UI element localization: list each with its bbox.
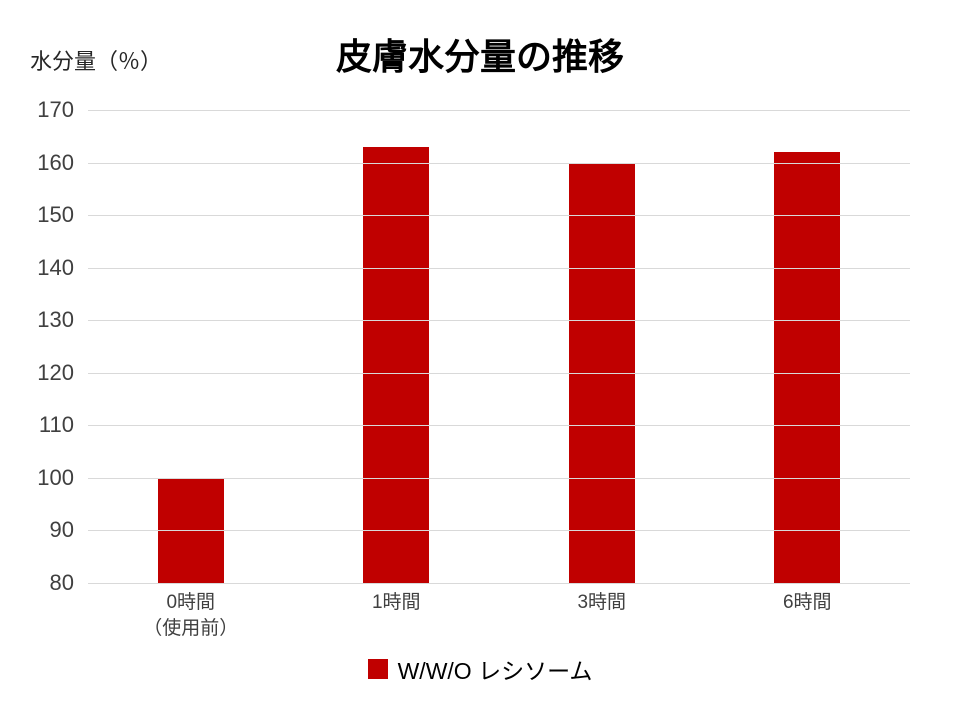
x-axis-label: 3時間 — [499, 590, 705, 641]
x-axis-label-text: 6時間 — [782, 592, 832, 613]
y-tick-label: 170 — [37, 97, 74, 122]
bar — [363, 146, 430, 583]
gridline — [88, 425, 910, 427]
y-tick-label: 100 — [37, 464, 74, 490]
x-axis-label-text: 1時間 — [371, 592, 421, 613]
legend-swatch — [367, 659, 388, 679]
bar-column — [705, 110, 911, 583]
y-tick-label: 150 — [37, 202, 74, 228]
gridline — [88, 215, 910, 217]
gridline — [88, 477, 910, 479]
legend-label: W/W/O レシソーム — [397, 658, 593, 684]
y-tick-label: 90 — [49, 517, 74, 543]
gridline — [88, 583, 910, 584]
x-axis-sublabel-text: （使用前） — [143, 617, 239, 639]
x-axis-label-text: 0時間 — [166, 592, 216, 613]
gridline — [88, 267, 910, 269]
x-axis-label: 6時間 — [705, 590, 911, 641]
x-axis-label: 1時間 — [294, 590, 500, 641]
plot-area: 80 90 100 110 120 130 140 150 160 170 — [37, 97, 910, 595]
chart-legend: W/W/O レシソーム — [0, 652, 960, 686]
bars-row — [88, 110, 910, 583]
bar-column — [88, 110, 294, 583]
y-tick-label: 110 — [38, 412, 74, 438]
bar-column — [294, 110, 500, 583]
y-tick-label: 140 — [37, 254, 74, 280]
bar-column — [499, 110, 705, 583]
gridline — [88, 110, 910, 111]
gridline — [88, 372, 910, 374]
gridline — [88, 530, 910, 532]
y-tick-label: 120 — [37, 359, 74, 385]
x-axis-labels: 0時間 （使用前） 1時間 3時間 6時間 — [88, 590, 910, 641]
x-axis-label-text: 3時間 — [577, 592, 627, 613]
gridline — [88, 162, 910, 164]
x-axis-label: 0時間 （使用前） — [88, 590, 294, 641]
y-tick-label: 130 — [37, 307, 74, 333]
y-axis-title: 水分量（％） — [30, 49, 163, 74]
y-tick-label: 160 — [37, 149, 74, 175]
y-tick-label: 80 — [49, 570, 74, 595]
gridline — [88, 320, 910, 322]
chart-title: 皮膚水分量の推移 — [335, 36, 624, 77]
bar — [774, 152, 841, 583]
